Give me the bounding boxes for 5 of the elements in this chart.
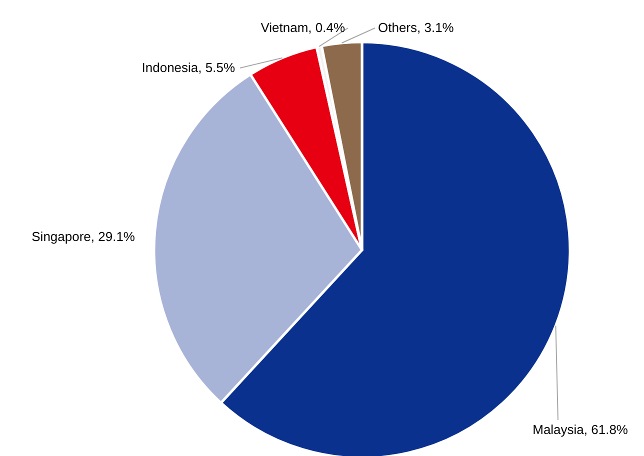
slice-label: Others, 3.1% (378, 20, 454, 35)
slice-label: Indonesia, 5.5% (142, 60, 236, 75)
slice-label: Vietnam, 0.4% (260, 20, 346, 35)
slice-label: Malaysia, 61.8% (532, 422, 628, 437)
slice-label: Singapore, 29.1% (32, 229, 136, 244)
